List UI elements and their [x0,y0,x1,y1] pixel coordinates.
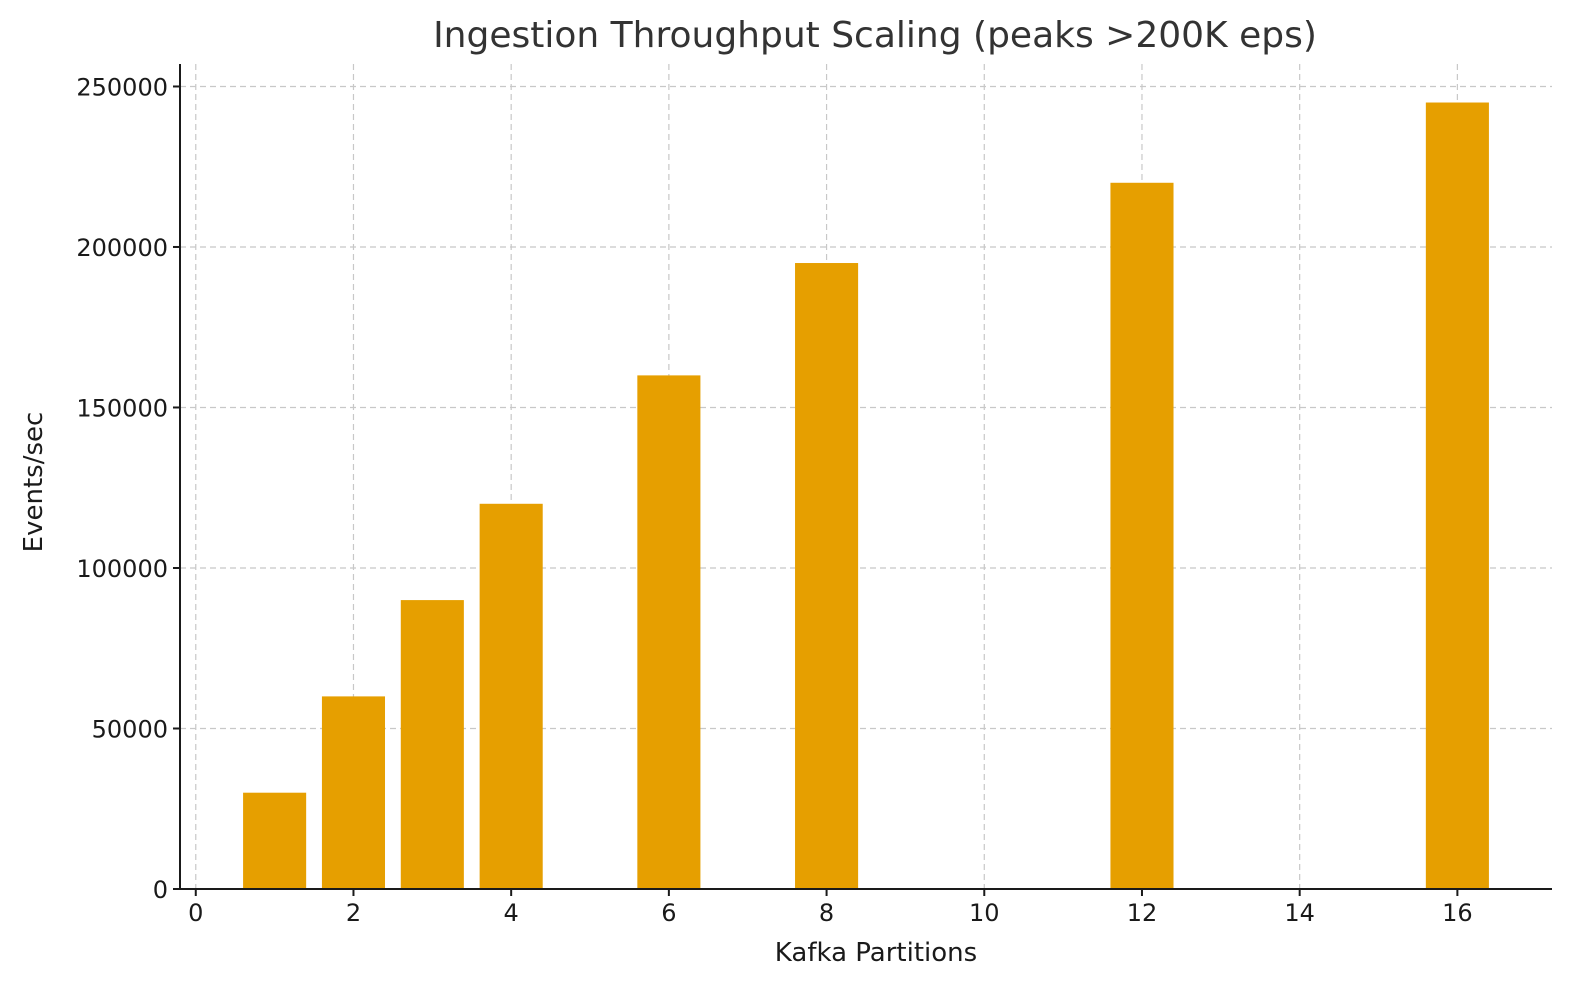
x-tick-label: 10 [969,899,1000,927]
bar-partitions-12 [1110,182,1174,890]
bar-partitions-16 [1425,102,1489,889]
x-tick-label: 4 [504,899,519,927]
y-axis-label: Events/sec [19,412,49,553]
y-tick-label: 100000 [76,555,168,583]
y-tick-label: 250000 [76,73,168,101]
x-tick-label: 8 [819,899,834,927]
bar-partitions-6 [637,375,701,889]
bar-partitions-8 [795,263,859,890]
chart-title: Ingestion Throughput Scaling (peaks >200… [433,15,1317,56]
bar-partitions-4 [479,503,543,889]
x-tick-label: 16 [1442,899,1473,927]
bar-partitions-1 [243,792,307,889]
x-tick-label: 2 [346,899,361,927]
x-axis-ticks: 0 2 4 6 8 10 12 14 16 [188,889,1473,927]
x-tick-label: 6 [661,899,676,927]
bar-partitions-2 [321,696,386,889]
x-tick-label: 12 [1127,899,1158,927]
y-tick-label: 50000 [92,715,168,743]
x-tick-label: 0 [188,899,203,927]
axes [179,64,1552,890]
bar-partitions-3 [400,600,464,889]
bars [243,102,1489,890]
y-tick-label: 0 [153,876,168,904]
x-axis-label: Kafka Partitions [775,938,977,968]
y-tick-label: 150000 [76,394,168,422]
x-tick-label: 14 [1284,899,1315,927]
y-axis-ticks: 0 50000 100000 150000 200000 250000 [76,73,180,904]
y-tick-label: 200000 [76,234,168,262]
grid-lines [180,64,1552,890]
